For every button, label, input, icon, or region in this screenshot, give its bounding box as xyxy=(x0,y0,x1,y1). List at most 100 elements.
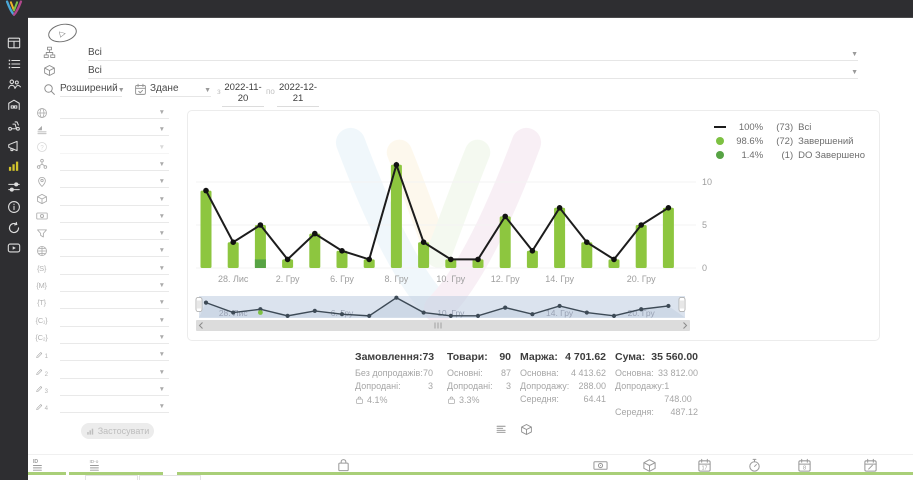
sidebar-item-customers[interactable] xyxy=(0,74,28,94)
svg-text:2. Гру: 2. Гру xyxy=(276,274,300,284)
filter-select-15[interactable] xyxy=(60,377,169,379)
pencil-icon: 4 xyxy=(35,400,48,413)
legend-label: DO Завершено xyxy=(798,149,865,161)
filter-select-3[interactable] xyxy=(60,169,169,171)
sidebar-item-dashboard[interactable] xyxy=(0,33,28,53)
banknote-icon xyxy=(593,458,608,473)
stat-row: Без допродажів: 70 xyxy=(355,368,433,378)
chevron-down-icon: ▼ xyxy=(851,51,858,58)
stat-title: Замовлення: 73 xyxy=(355,351,435,363)
orders-icon xyxy=(7,57,21,71)
cube-icon xyxy=(35,193,48,206)
filter-select-4[interactable] xyxy=(60,187,169,189)
pencil-icon xyxy=(35,366,44,378)
filter-select-2[interactable] xyxy=(60,152,169,154)
stat-column-3: Сума: 35 560.00 Основна: 33 812.00 Допродажу… xyxy=(615,351,698,419)
date-field-select[interactable]: Здане ▼ xyxy=(150,80,211,97)
chevron-down-icon: ▼ xyxy=(158,109,165,116)
toolbar-cube-icon[interactable] xyxy=(642,458,658,473)
scroll-right-arrow[interactable] xyxy=(683,322,688,329)
sync-icon xyxy=(7,221,21,235)
filter-select-5[interactable] xyxy=(60,204,169,206)
chevron-down-icon: ▼ xyxy=(158,403,165,411)
scroll-left-arrow[interactable] xyxy=(198,322,203,329)
product-select[interactable]: Всі ▼ xyxy=(88,62,858,79)
filter-select-12[interactable] xyxy=(60,325,169,327)
calendar-date-icon xyxy=(697,458,712,473)
brush-handle-right[interactable] xyxy=(678,297,686,312)
toolbar-banknote-icon[interactable] xyxy=(593,458,609,473)
filter-select-13[interactable] xyxy=(60,342,169,344)
legend-percent: 98.6% xyxy=(736,135,764,147)
toolbar-id-filled-icon[interactable] xyxy=(32,458,48,473)
date-from-input[interactable]: 2022-11-20 xyxy=(222,82,264,107)
filter-select-11[interactable] xyxy=(60,308,169,310)
sidebar-item-settings[interactable] xyxy=(0,177,28,197)
filter-select-1[interactable] xyxy=(60,135,169,137)
chart-scrollbar[interactable] xyxy=(196,320,690,331)
bottom-tab-1[interactable] xyxy=(85,475,138,480)
svg-text:14. Гру: 14. Гру xyxy=(546,308,574,318)
video-icon xyxy=(7,241,21,255)
brush[interactable]: 28. Лис 6. Гру 10. Гру 14. Гру 20. Гру xyxy=(195,295,686,318)
toolbar-calendar-date-icon[interactable] xyxy=(697,458,713,473)
filter-select-17[interactable] xyxy=(60,412,169,414)
filter-row-tag-13: {C₂} ▼ xyxy=(33,330,169,347)
sidebar-item-video[interactable] xyxy=(0,238,28,258)
mini-chart-icon xyxy=(86,427,95,436)
filter-select-7[interactable] xyxy=(60,239,169,241)
toolbar-stopwatch-icon[interactable] xyxy=(747,458,763,473)
brush-handle-left[interactable] xyxy=(195,297,203,312)
video-help-button[interactable]: ▷ xyxy=(46,21,79,45)
cube-view-icon[interactable] xyxy=(520,423,533,436)
filter-select-16[interactable] xyxy=(60,394,169,396)
date-field-value: Здане xyxy=(150,83,179,94)
stat-row: Середня: 487.12 xyxy=(615,407,698,417)
svg-text:28. Лис: 28. Лис xyxy=(218,274,249,284)
toolbar-calendar-edit-icon[interactable] xyxy=(863,458,879,473)
list-view-icon[interactable] xyxy=(495,423,508,436)
filter-select-8[interactable] xyxy=(60,256,169,258)
filter-select-0[interactable] xyxy=(60,118,169,119)
sidebar-item-orders[interactable] xyxy=(0,54,28,74)
sidebar-item-analytics[interactable] xyxy=(0,156,28,176)
sidebar-item-info[interactable] xyxy=(0,197,28,217)
filter-select-10[interactable] xyxy=(60,291,169,292)
bag-icon xyxy=(447,396,456,405)
chevron-down-icon: ▼ xyxy=(158,282,165,289)
filter-select-9[interactable] xyxy=(60,273,169,275)
delivery-icon xyxy=(7,118,21,132)
chevron-down-icon: ▼ xyxy=(158,195,165,203)
svg-text:10. Гру: 10. Гру xyxy=(437,308,465,318)
toolbar-bag-icon[interactable] xyxy=(336,458,352,473)
play-icon: ▷ xyxy=(58,27,67,39)
sidebar-item-warehouse[interactable] xyxy=(0,95,28,115)
apply-button[interactable]: Застосувати xyxy=(81,423,154,439)
globe-grid-icon xyxy=(36,245,48,257)
search-mode-select[interactable]: Розширений ▼ xyxy=(60,80,125,97)
stat-column-1: Товари: 90 Основні: 87 Допродані: 3 3.3% xyxy=(447,351,511,407)
layers-icon xyxy=(35,123,48,136)
legend-item-0[interactable]: 100% (73) Всі xyxy=(713,120,865,134)
customers-icon xyxy=(7,77,21,91)
date-to-input[interactable]: 2022-12-21 xyxy=(277,82,319,107)
legend-item-1[interactable]: 98.6% (72) Завершений xyxy=(713,134,865,148)
toolbar-id-outline-icon[interactable] xyxy=(89,458,105,473)
svg-text:12. Гру: 12. Гру xyxy=(491,274,520,284)
sidebar-item-sync[interactable] xyxy=(0,218,28,238)
filter-row-help: ▼ xyxy=(33,140,169,157)
bottom-tab-2[interactable] xyxy=(139,475,201,480)
source-select[interactable]: Всі ▼ xyxy=(88,44,858,61)
svg-text:5: 5 xyxy=(702,220,707,230)
calendar-a-icon xyxy=(797,458,812,473)
toolbar-calendar-a-icon[interactable] xyxy=(797,458,813,473)
filter-row-funnel: ▼ xyxy=(33,226,169,243)
funnel-icon xyxy=(35,227,48,240)
scroll-grip[interactable] xyxy=(434,322,442,329)
chart-legend: 100% (73) Всі 98.6% (72) Завершений 1.4% (1) DO … xyxy=(713,120,865,162)
sidebar-item-marketing[interactable] xyxy=(0,136,28,156)
legend-item-2[interactable]: 1.4% (1) DO Завершено xyxy=(713,148,865,162)
sidebar-item-delivery[interactable] xyxy=(0,115,28,135)
filter-select-14[interactable] xyxy=(60,360,169,362)
filter-select-6[interactable] xyxy=(60,221,169,223)
